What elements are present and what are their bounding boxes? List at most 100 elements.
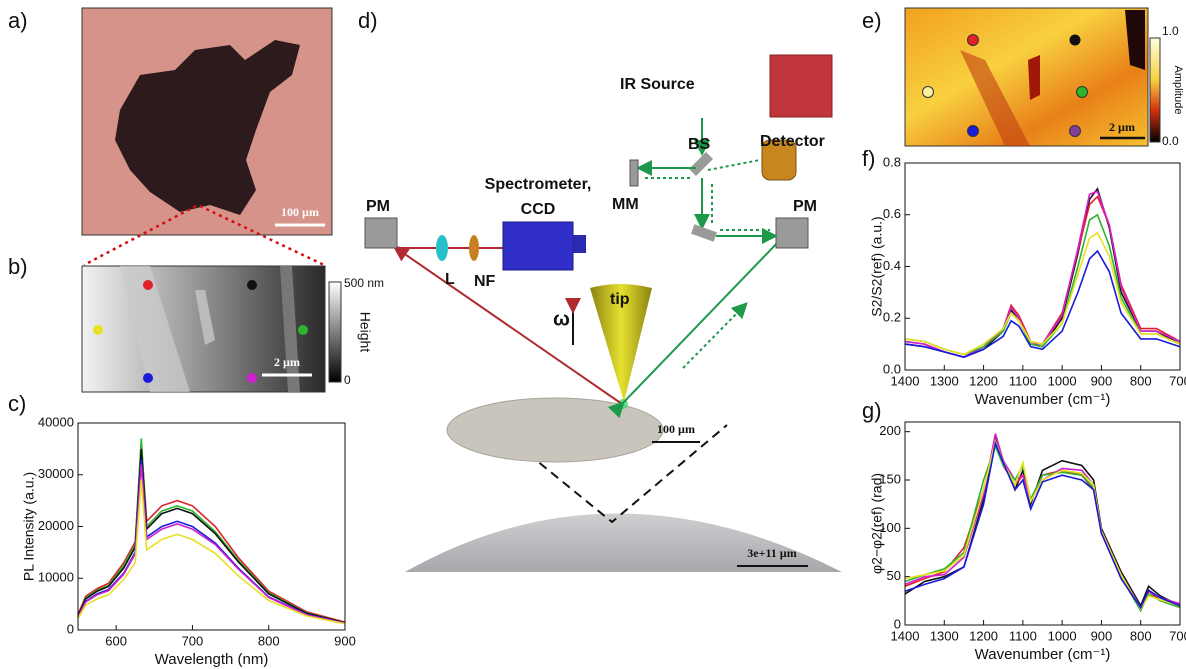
scale-bar-label: 3e+11 µm (747, 546, 796, 560)
spot (1070, 35, 1081, 46)
y-tick-label: 30000 (38, 466, 74, 481)
line (905, 437, 1180, 606)
sample (447, 398, 663, 462)
x-tick-label: 900 (1091, 373, 1113, 388)
x-tick-label: 700 (182, 633, 204, 648)
label: NF (474, 273, 496, 290)
spot (247, 373, 257, 383)
spot (298, 325, 308, 335)
line (905, 197, 1180, 358)
figure: a) 100 µm b) 2 µm 500 nm 0 Height d) 100… (0, 0, 1186, 669)
line (905, 215, 1180, 355)
label: Detector (760, 133, 825, 150)
line (905, 192, 1180, 358)
line (78, 464, 345, 623)
panel-label: f) (862, 146, 875, 171)
spot (1070, 126, 1081, 137)
x-tick-label: 1000 (1048, 373, 1077, 388)
scale-bar-label: 100 µm (281, 205, 319, 219)
colorbar-max: 500 nm (344, 276, 384, 290)
colorbar-min: 0.0 (1162, 134, 1179, 148)
incident-beam (622, 238, 782, 404)
plot-frame (78, 423, 345, 630)
label: MM (612, 196, 639, 213)
x-tick-label: 1200 (969, 628, 998, 643)
y-axis-label: φ2−φ2(ref) (rad) (869, 473, 885, 574)
label: PM (793, 198, 817, 215)
x-tick-label: 700 (1169, 373, 1186, 388)
mirror (691, 224, 717, 242)
panel-label: g) (862, 398, 882, 423)
ir-source (770, 55, 832, 117)
colorbar (329, 282, 341, 382)
spectrometer (503, 222, 573, 270)
y-tick-label: 0.6 (883, 206, 901, 221)
label: IR Source (620, 76, 695, 93)
label: Spectrometer, (485, 176, 592, 193)
panel-label: c) (8, 391, 26, 416)
spot (968, 35, 979, 46)
colorbar-title: Height (357, 312, 373, 353)
y-tick-label: 20000 (38, 518, 74, 533)
y-tick-label: 0.4 (883, 258, 901, 273)
colorbar-max: 1.0 (1162, 24, 1179, 38)
line (78, 480, 345, 624)
x-tick-label: 800 (1130, 628, 1152, 643)
label: tip (610, 291, 630, 308)
y-tick-label: 40000 (38, 414, 74, 429)
spot (247, 280, 257, 290)
x-tick-label: 600 (105, 633, 127, 648)
line (905, 441, 1180, 610)
plot-frame (905, 163, 1180, 370)
line (905, 443, 1180, 607)
label: PM (366, 198, 390, 215)
panel-label: a) (8, 8, 28, 33)
label: CCD (521, 201, 556, 218)
label: L (445, 271, 455, 288)
return-beam (683, 305, 745, 368)
ccd (572, 235, 586, 253)
x-tick-label: 1300 (930, 628, 959, 643)
y-tick-label: 0 (67, 621, 74, 636)
colorbar-title: Amplitude (1172, 66, 1184, 115)
dome (405, 514, 842, 573)
x-tick-label: 900 (1091, 628, 1113, 643)
y-axis-label: PL Intensity (a.u.) (21, 472, 37, 581)
label: BS (688, 136, 711, 153)
spot (1077, 87, 1088, 98)
x-tick-label: 1300 (930, 373, 959, 388)
y-tick-label: 0.2 (883, 310, 901, 325)
spot (923, 87, 934, 98)
x-tick-label: 1200 (969, 373, 998, 388)
y-tick-label: 0.8 (883, 154, 901, 169)
x-tick-label: 1100 (1009, 628, 1037, 643)
beam (708, 160, 760, 170)
spot (968, 126, 979, 137)
scale-bar-label: 2 µm (1109, 120, 1135, 134)
lens (436, 235, 448, 261)
x-tick-label: 900 (334, 633, 356, 648)
label: ω (553, 308, 570, 330)
spot (143, 280, 153, 290)
panel-label: e) (862, 8, 882, 33)
x-axis-label: Wavenumber (cm⁻¹) (975, 646, 1111, 663)
y-tick-label: 200 (879, 423, 901, 438)
x-axis-label: Wavenumber (cm⁻¹) (975, 391, 1111, 408)
moving-mirror (630, 160, 638, 186)
parabolic-mirror (365, 218, 397, 248)
x-tick-label: 800 (1130, 373, 1152, 388)
panel-label: b) (8, 254, 28, 279)
y-tick-label: 0.0 (883, 361, 901, 376)
beam-splitter (689, 152, 713, 176)
y-tick-label: 10000 (38, 570, 74, 585)
line (905, 251, 1180, 357)
feature (1028, 55, 1040, 100)
plot-frame (905, 422, 1180, 625)
panel-label: d) (358, 8, 378, 33)
x-axis-label: Wavelength (nm) (155, 651, 269, 668)
colorbar (1150, 38, 1160, 142)
y-axis-label: S2/S2(ref) (a.u.) (869, 216, 885, 316)
x-tick-label: 700 (1169, 628, 1186, 643)
notch-filter (469, 235, 479, 261)
x-tick-label: 1000 (1048, 628, 1077, 643)
